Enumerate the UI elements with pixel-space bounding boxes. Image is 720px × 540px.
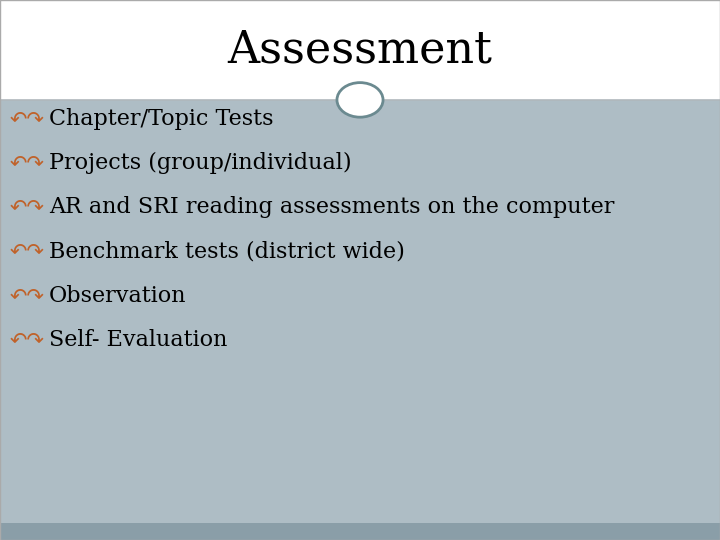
Text: ↶↷: ↶↷ bbox=[10, 197, 45, 218]
Text: Assessment: Assessment bbox=[228, 29, 492, 71]
Text: ↶↷: ↶↷ bbox=[10, 109, 45, 129]
Text: Benchmark tests (district wide): Benchmark tests (district wide) bbox=[49, 241, 405, 262]
Text: ↶↷: ↶↷ bbox=[10, 286, 45, 306]
Text: Projects (group/individual): Projects (group/individual) bbox=[49, 152, 351, 174]
FancyBboxPatch shape bbox=[0, 100, 720, 523]
Text: Self- Evaluation: Self- Evaluation bbox=[49, 329, 228, 351]
Text: ↶↷: ↶↷ bbox=[10, 153, 45, 173]
Circle shape bbox=[337, 83, 383, 117]
Text: ↶↷: ↶↷ bbox=[10, 241, 45, 262]
Text: Observation: Observation bbox=[49, 285, 186, 307]
Text: AR and SRI reading assessments on the computer: AR and SRI reading assessments on the co… bbox=[49, 197, 614, 218]
Text: ↶↷: ↶↷ bbox=[10, 330, 45, 350]
FancyBboxPatch shape bbox=[0, 523, 720, 540]
FancyBboxPatch shape bbox=[0, 0, 720, 100]
Text: Chapter/Topic Tests: Chapter/Topic Tests bbox=[49, 108, 274, 130]
